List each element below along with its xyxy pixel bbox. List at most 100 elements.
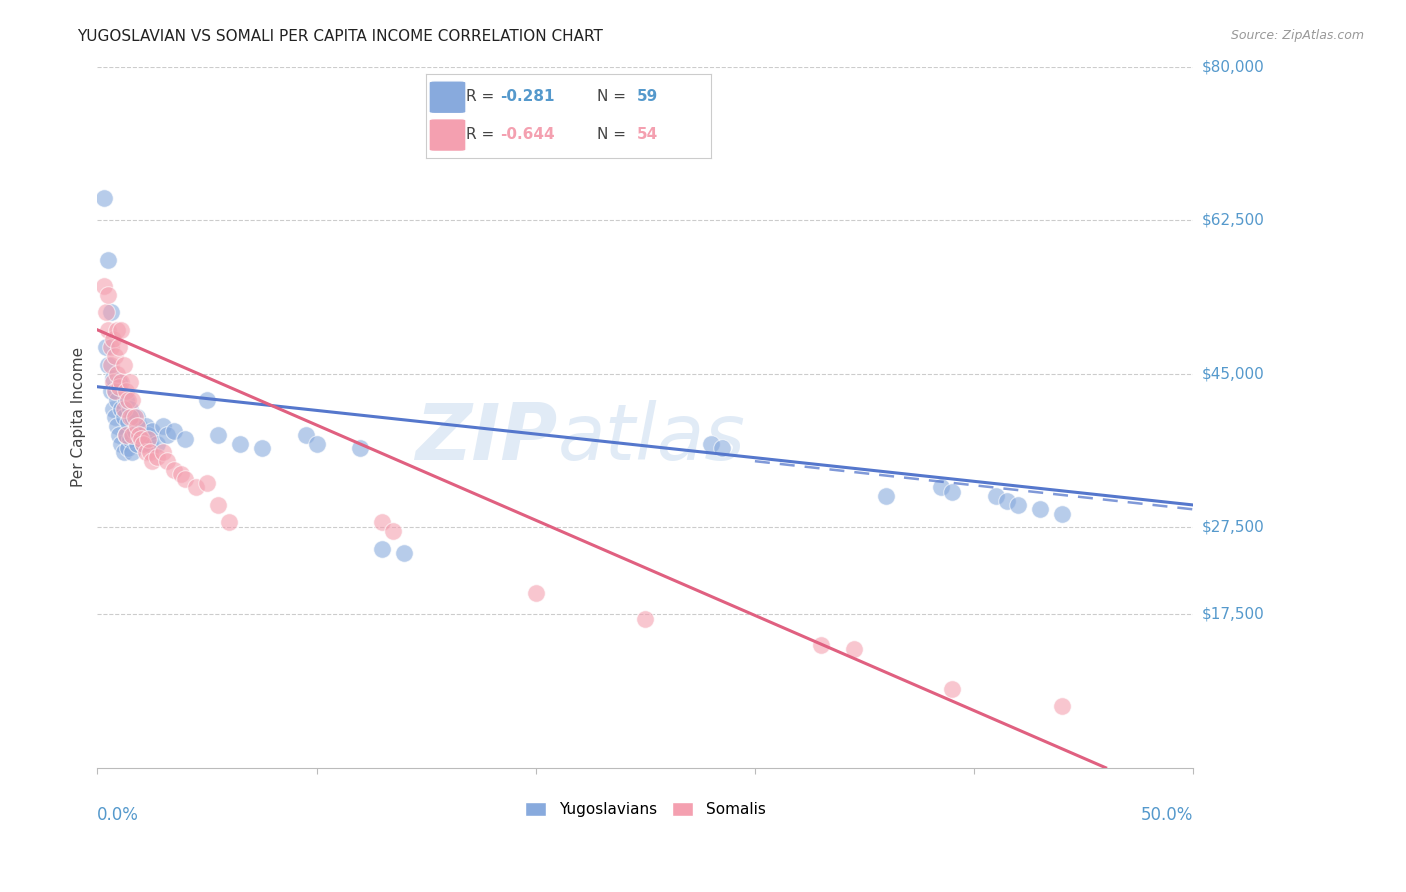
Point [101, 371, 124, 385]
Point [100, 384, 122, 398]
Point [842, 642, 865, 657]
Point [184, 480, 207, 494]
Point [110, 323, 132, 337]
Point [195, 476, 218, 491]
Point [115, 428, 138, 442]
Point [110, 376, 132, 390]
Text: $27,500: $27,500 [1202, 519, 1264, 534]
Point [117, 392, 139, 407]
Point [135, 419, 157, 434]
Point [371, 516, 394, 530]
Point [121, 410, 143, 425]
Point [195, 392, 218, 407]
Point [124, 410, 146, 425]
Point [100, 305, 122, 319]
Point [105, 323, 128, 337]
Point [104, 384, 127, 398]
Point [136, 432, 159, 446]
Point [94, 340, 117, 354]
Point [700, 436, 723, 450]
Point [112, 401, 135, 416]
Point [121, 392, 143, 407]
Point [1007, 498, 1029, 512]
Point [929, 480, 952, 494]
Point [121, 428, 143, 442]
Point [875, 489, 897, 503]
Point [139, 445, 162, 459]
Point [125, 419, 148, 434]
Point [100, 358, 122, 372]
Point [124, 424, 146, 438]
Point [121, 445, 143, 459]
Point [115, 428, 138, 442]
Point [112, 358, 135, 372]
Point [104, 410, 127, 425]
Point [104, 384, 127, 398]
Point [174, 472, 197, 486]
Point [141, 424, 163, 438]
Point [97, 287, 120, 301]
Text: $45,000: $45,000 [1202, 366, 1264, 381]
Point [634, 612, 657, 626]
Point [101, 376, 124, 390]
Point [128, 428, 150, 442]
Y-axis label: Per Capita Income: Per Capita Income [72, 347, 86, 487]
Point [93, 191, 115, 205]
Text: $80,000: $80,000 [1202, 60, 1264, 75]
Point [207, 498, 229, 512]
Point [250, 441, 273, 455]
Point [108, 428, 131, 442]
Point [1029, 502, 1052, 516]
Point [110, 436, 132, 450]
Point [93, 279, 115, 293]
Point [115, 392, 138, 407]
Point [174, 432, 197, 446]
Point [125, 410, 148, 425]
Point [152, 445, 174, 459]
Point [163, 463, 186, 477]
Text: 50.0%: 50.0% [1140, 806, 1194, 824]
Point [132, 436, 155, 450]
Point [117, 441, 139, 455]
Point [152, 419, 174, 434]
Point [349, 441, 371, 455]
Point [129, 432, 152, 446]
Point [156, 454, 179, 468]
Point [139, 436, 162, 450]
Point [218, 516, 240, 530]
Point [105, 392, 128, 407]
Point [117, 415, 139, 429]
Point [108, 376, 131, 390]
Text: 0.0%: 0.0% [97, 806, 139, 824]
Point [156, 428, 179, 442]
Point [145, 450, 167, 464]
Point [120, 401, 142, 416]
Text: $17,500: $17,500 [1202, 607, 1264, 622]
Text: Source: ZipAtlas.com: Source: ZipAtlas.com [1230, 29, 1364, 42]
Point [229, 436, 252, 450]
Point [120, 432, 142, 446]
Point [104, 349, 127, 363]
Point [120, 410, 142, 425]
Point [382, 524, 405, 539]
Point [105, 367, 128, 381]
Point [294, 428, 316, 442]
Point [305, 436, 328, 450]
Point [112, 410, 135, 425]
Point [135, 445, 157, 459]
Point [100, 340, 122, 354]
Point [94, 305, 117, 319]
Point [207, 428, 229, 442]
Point [984, 489, 1007, 503]
Point [145, 436, 167, 450]
Point [392, 546, 415, 560]
Point [524, 585, 547, 599]
Point [128, 419, 150, 434]
Point [125, 436, 148, 450]
Text: $62,500: $62,500 [1202, 213, 1264, 227]
Legend: Yugoslavians, Somalis: Yugoslavians, Somalis [519, 796, 772, 823]
Point [115, 384, 138, 398]
Point [1050, 507, 1073, 521]
Point [97, 323, 120, 337]
Point [169, 467, 191, 482]
